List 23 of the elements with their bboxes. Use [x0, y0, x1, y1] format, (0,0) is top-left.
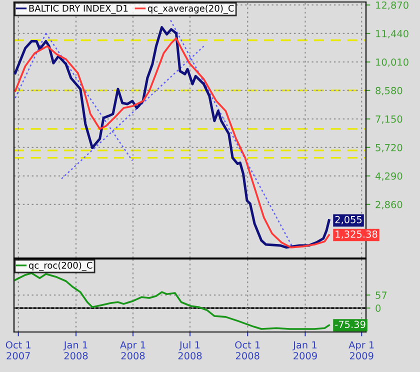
y-tick-label: 0: [376, 304, 381, 312]
x-tick-label: Apr 1 2008: [120, 341, 146, 360]
y-tick-label: 10,010: [376, 58, 408, 67]
data-label: -75.39: [335, 320, 366, 328]
y-tick-label: 2,860: [376, 200, 402, 210]
legend-label: BALTIC DRY INDEX_D1: [29, 4, 128, 14]
y-tick-label: 11,440: [376, 30, 408, 38]
x-tick-label: Jul 1 2008: [178, 341, 202, 360]
y-tick-label: 7,150: [376, 115, 402, 124]
data-label: 2,055: [335, 216, 362, 224]
x-tick-label: Apr 1 2009: [348, 341, 374, 360]
x-tick-label: Oct 1 2007: [6, 341, 31, 360]
x-tick-label: Jan 1 2008: [63, 341, 88, 360]
y-tick-label: 12,870: [376, 1, 408, 10]
y-tick-label: 57: [376, 292, 387, 299]
legend-label: qc_xaverage(20)_C: [148, 4, 234, 14]
x-tick-label: Oct 1 2008: [235, 341, 260, 360]
y-tick-label: 4,290: [376, 172, 402, 181]
y-tick-label: 5,720: [376, 144, 402, 152]
x-tick-label: Jan 1 2009: [292, 341, 317, 360]
data-label: 1,325.38: [336, 230, 378, 239]
y-tick-label: 8,580: [376, 86, 402, 96]
legend-label: qc_roc(200)_C: [28, 262, 92, 271]
